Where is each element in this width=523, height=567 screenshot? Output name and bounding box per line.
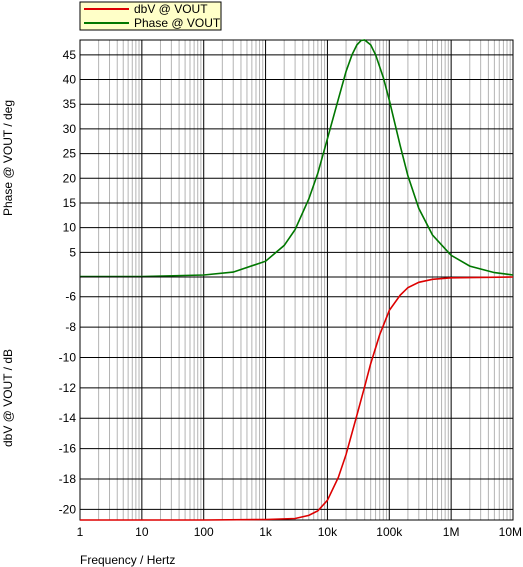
magnitude-y-tick-label: -6 [65, 290, 76, 304]
legend-label-dbv: dbV @ VOUT [134, 2, 208, 16]
magnitude-y-tick-label: -20 [59, 502, 77, 516]
legend: dbV @ VOUT Phase @ VOUT [79, 1, 222, 31]
phase-y-tick-label: 40 [63, 73, 77, 87]
x-axis-title: Frequency / Hertz [80, 553, 175, 567]
magnitude-y-tick-label: -18 [59, 472, 77, 486]
x-ticks: 1 10 100 1k 10k 100k 1M 10M [77, 525, 522, 539]
magnitude-y-tick-label: -16 [59, 442, 77, 456]
phase-y-tick-label: 25 [63, 147, 77, 161]
magnitude-plot-frame [79, 276, 514, 521]
phase-y-tick-label: 20 [63, 171, 77, 185]
x-tick-label: 100k [376, 525, 403, 539]
x-tick-label: 1k [259, 525, 273, 539]
phase-y-tick-label: 30 [63, 122, 77, 136]
magnitude-y-tick-label: -8 [65, 320, 76, 334]
phase-y-axis-title: Phase @ VOUT / deg [1, 100, 15, 216]
magnitude-y-tick-label: -12 [59, 381, 77, 395]
phase-y-tick-label: 15 [63, 196, 77, 210]
x-tick-label: 1M [443, 525, 460, 539]
x-tick-label: 1 [77, 525, 84, 539]
x-tick-label: 100 [194, 525, 214, 539]
phase-y-tick-label: 45 [63, 48, 77, 62]
phase-series-line [80, 39, 514, 278]
x-tick-label: 10M [499, 525, 522, 539]
magnitude-y-ticks: -20 -18 -16 -14 -12 -10 -8 -6 [59, 290, 77, 517]
magnitude-y-tick-label: -10 [59, 350, 77, 364]
magnitude-series-line [80, 276, 514, 521]
magnitude-y-axis-title: dbV @ VOUT / dB [1, 349, 15, 447]
magnitude-plot: -20 -18 -16 -14 -12 -10 -8 -6 dbV @ VOUT / dB [1, 276, 514, 521]
magnitude-grid [80, 277, 513, 520]
phase-y-tick-label: 5 [69, 245, 76, 259]
legend-label-phase: Phase @ VOUT [134, 16, 221, 30]
x-tick-label: 10 [135, 525, 149, 539]
phase-grid [80, 40, 513, 277]
phase-y-ticks: 5 10 15 20 25 30 35 40 45 [63, 48, 77, 260]
phase-y-tick-label: 35 [63, 97, 77, 111]
legend-box [79, 1, 222, 31]
phase-y-tick-label: 10 [63, 221, 77, 235]
magnitude-y-tick-label: -14 [59, 411, 77, 425]
x-tick-label: 10k [318, 525, 338, 539]
phase-plot: 5 10 15 20 25 30 35 40 45 Phase @ VOUT / deg [1, 39, 514, 278]
